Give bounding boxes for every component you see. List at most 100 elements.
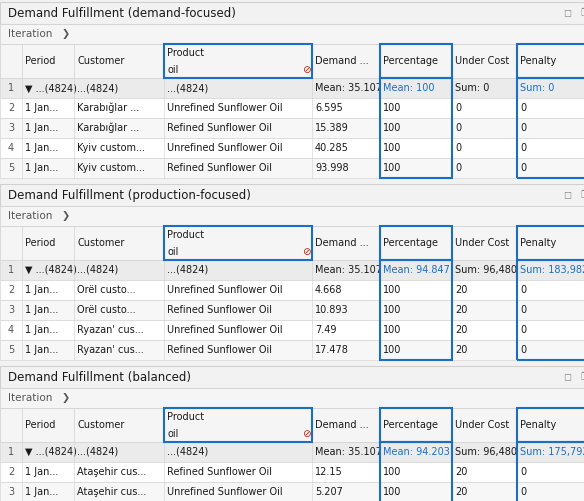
Text: 100: 100 (383, 467, 401, 477)
Text: Sum: 0: Sum: 0 (455, 83, 489, 93)
Text: ❐: ❐ (580, 190, 584, 200)
Text: 17.478: 17.478 (315, 345, 349, 355)
Text: Demand Fulfillment (demand-focused): Demand Fulfillment (demand-focused) (8, 7, 236, 20)
Text: Demand ...: Demand ... (315, 56, 369, 66)
Bar (380, 260, 452, 360)
Text: Mean: 94.847: Mean: 94.847 (383, 265, 450, 275)
Text: 15.389: 15.389 (315, 123, 349, 133)
Text: Refined Sunflower Oil: Refined Sunflower Oil (167, 305, 272, 315)
Text: Sum: 0: Sum: 0 (520, 83, 554, 93)
Text: Sum: 96,480: Sum: 96,480 (455, 265, 517, 275)
Text: oil: oil (167, 65, 178, 75)
Text: Demand Fulfillment (production-focused): Demand Fulfillment (production-focused) (8, 188, 251, 201)
Text: Iteration: Iteration (8, 393, 53, 403)
Text: ...(4824): ...(4824) (167, 447, 208, 457)
Text: ...(4824): ...(4824) (77, 265, 118, 275)
Text: 0: 0 (520, 325, 526, 335)
Bar (0, 260, 584, 280)
Text: Mean: 100: Mean: 100 (383, 83, 434, 93)
Text: Unrefined Sunflower Oil: Unrefined Sunflower Oil (167, 285, 283, 295)
Text: 1: 1 (8, 265, 14, 275)
Text: 20: 20 (455, 305, 467, 315)
Text: Orël custo...: Orël custo... (77, 305, 135, 315)
Text: 100: 100 (383, 305, 401, 315)
Text: 5.207: 5.207 (315, 487, 343, 497)
Text: 0: 0 (520, 305, 526, 315)
Bar (380, 442, 452, 501)
Text: 6.595: 6.595 (315, 103, 343, 113)
Text: Refined Sunflower Oil: Refined Sunflower Oil (167, 345, 272, 355)
Bar (0, 184, 584, 206)
Text: Customer: Customer (77, 420, 124, 430)
Text: 1: 1 (8, 447, 14, 457)
Text: 3: 3 (8, 123, 14, 133)
Text: 1: 1 (8, 83, 14, 93)
Text: 0: 0 (520, 123, 526, 133)
Text: Percentage: Percentage (383, 420, 438, 430)
Text: 100: 100 (383, 103, 401, 113)
Text: ❯: ❯ (62, 211, 70, 221)
Bar (0, 2, 584, 24)
Text: 1 Jan...: 1 Jan... (25, 143, 58, 153)
Text: ❐: ❐ (580, 8, 584, 18)
Text: Unrefined Sunflower Oil: Unrefined Sunflower Oil (167, 143, 283, 153)
Text: Karabığlar ...: Karabığlar ... (77, 103, 139, 113)
Text: Refined Sunflower Oil: Refined Sunflower Oil (167, 123, 272, 133)
Text: 0: 0 (455, 123, 461, 133)
Text: Iteration: Iteration (8, 29, 53, 39)
Text: Demand Fulfillment (balanced): Demand Fulfillment (balanced) (8, 371, 191, 383)
Text: 4: 4 (8, 143, 14, 153)
Text: Sum: 175,792,299: Sum: 175,792,299 (520, 447, 584, 457)
Text: ❯: ❯ (62, 29, 70, 39)
Text: Customer: Customer (77, 56, 124, 66)
Bar (517, 226, 584, 260)
Text: 10.893: 10.893 (315, 305, 349, 315)
Text: 100: 100 (383, 325, 401, 335)
Bar (0, 340, 584, 360)
Text: 5: 5 (8, 345, 14, 355)
Text: Period: Period (25, 420, 55, 430)
Bar (0, 366, 584, 388)
Text: 2: 2 (8, 103, 14, 113)
Text: 93.998: 93.998 (315, 163, 349, 173)
Text: Sum: 96,480: Sum: 96,480 (455, 447, 517, 457)
Text: Product: Product (167, 230, 204, 240)
Bar (517, 442, 584, 501)
Bar (0, 226, 584, 260)
Text: ▼ ...(4824): ▼ ...(4824) (25, 83, 77, 93)
Text: Sum: 183,982,832: Sum: 183,982,832 (520, 265, 584, 275)
Text: Unrefined Sunflower Oil: Unrefined Sunflower Oil (167, 103, 283, 113)
Text: 40.285: 40.285 (315, 143, 349, 153)
Text: ❐: ❐ (580, 372, 584, 382)
Bar (0, 98, 584, 118)
Bar (164, 44, 312, 78)
Text: ▼ ...(4824): ▼ ...(4824) (25, 265, 77, 275)
Bar (0, 300, 584, 320)
Text: Under Cost: Under Cost (455, 238, 509, 248)
Text: 2: 2 (8, 285, 14, 295)
Text: 0: 0 (520, 467, 526, 477)
Bar (164, 408, 312, 442)
Bar (0, 158, 584, 178)
Text: 1 Jan...: 1 Jan... (25, 325, 58, 335)
Text: ❯: ❯ (62, 393, 70, 403)
Text: Percentage: Percentage (383, 238, 438, 248)
Text: 20: 20 (455, 345, 467, 355)
Bar (0, 320, 584, 340)
Bar (380, 226, 452, 260)
Text: ◻: ◻ (563, 372, 571, 382)
Text: oil: oil (167, 429, 178, 439)
Bar (164, 226, 312, 260)
Text: 1 Jan...: 1 Jan... (25, 487, 58, 497)
Text: Ataşehir cus...: Ataşehir cus... (77, 487, 147, 497)
Bar (0, 44, 584, 78)
Text: 100: 100 (383, 345, 401, 355)
Text: 1 Jan...: 1 Jan... (25, 285, 58, 295)
Bar (0, 118, 584, 138)
Text: 1 Jan...: 1 Jan... (25, 305, 58, 315)
Text: Under Cost: Under Cost (455, 56, 509, 66)
Text: Under Cost: Under Cost (455, 420, 509, 430)
Text: 1 Jan...: 1 Jan... (25, 163, 58, 173)
Text: 3: 3 (8, 487, 14, 497)
Bar (0, 388, 584, 408)
